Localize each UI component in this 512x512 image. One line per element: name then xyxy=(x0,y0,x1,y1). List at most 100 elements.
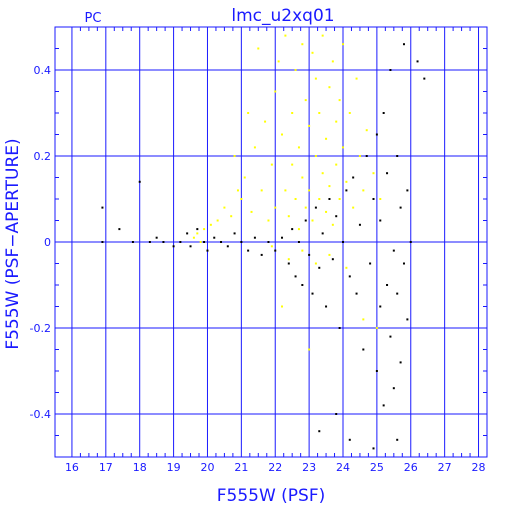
data-point xyxy=(423,77,426,80)
x-tick-label: 26 xyxy=(404,461,418,474)
data-point xyxy=(331,60,334,63)
data-point xyxy=(325,305,328,308)
data-point xyxy=(233,232,236,235)
data-point xyxy=(253,236,256,239)
y-tick-label: 0 xyxy=(44,236,51,249)
data-point xyxy=(386,284,389,286)
x-tick-label: 17 xyxy=(99,461,113,474)
data-point xyxy=(281,133,284,136)
data-point xyxy=(375,133,378,136)
data-point xyxy=(396,438,399,441)
data-point xyxy=(389,335,392,338)
y-tick-label: -0.2 xyxy=(30,322,51,335)
data-point xyxy=(314,155,317,157)
data-point xyxy=(314,206,317,209)
data-point xyxy=(314,77,317,80)
data-point xyxy=(162,241,165,243)
data-point xyxy=(287,258,290,261)
data-point xyxy=(335,120,338,123)
data-point xyxy=(375,370,378,372)
data-point xyxy=(328,86,331,89)
data-point xyxy=(172,245,175,248)
data-point xyxy=(206,249,209,252)
data-point xyxy=(267,241,270,243)
data-point xyxy=(342,241,344,243)
data-point xyxy=(386,172,389,175)
data-point xyxy=(179,241,182,243)
data-point xyxy=(274,206,277,209)
data-point xyxy=(267,219,270,222)
data-point xyxy=(253,146,256,149)
data-point xyxy=(131,241,134,243)
data-point xyxy=(314,262,317,265)
data-point xyxy=(216,219,219,222)
data-point xyxy=(379,198,382,200)
data-point xyxy=(291,112,294,114)
data-point xyxy=(233,155,236,157)
x-tick-label: 25 xyxy=(370,461,384,474)
data-point xyxy=(311,219,314,222)
data-point xyxy=(240,198,243,200)
x-tick-label: 18 xyxy=(133,461,147,474)
data-point xyxy=(318,198,321,200)
data-point xyxy=(213,236,216,239)
x-tick-label: 23 xyxy=(302,461,316,474)
data-point xyxy=(277,60,280,63)
data-point xyxy=(416,60,419,63)
data-point xyxy=(148,241,151,243)
data-point xyxy=(264,120,267,123)
data-point xyxy=(274,90,277,93)
data-point xyxy=(203,228,206,231)
data-point xyxy=(328,185,331,188)
data-point xyxy=(362,189,365,192)
data-point xyxy=(247,112,250,114)
chart-title: lmc_u2xq01 xyxy=(231,6,334,26)
data-point xyxy=(321,232,324,235)
data-point xyxy=(325,137,328,140)
y-tick-label: 0.2 xyxy=(34,150,52,163)
data-point xyxy=(270,245,273,248)
data-point xyxy=(260,189,263,192)
data-point xyxy=(284,34,287,37)
data-point xyxy=(196,232,199,235)
data-point xyxy=(189,245,192,248)
data-point xyxy=(352,176,355,179)
data-point xyxy=(338,198,341,200)
data-point xyxy=(297,146,300,149)
data-point xyxy=(352,206,355,209)
data-point xyxy=(342,146,344,149)
data-point xyxy=(118,228,121,231)
data-point xyxy=(342,43,344,46)
data-point xyxy=(304,219,307,222)
data-point xyxy=(379,219,382,222)
data-point xyxy=(257,47,260,50)
data-point xyxy=(301,284,304,286)
x-tick-label: 22 xyxy=(268,461,282,474)
data-point xyxy=(396,155,399,157)
data-point xyxy=(250,210,253,213)
data-point xyxy=(402,262,405,265)
x-tick-label: 27 xyxy=(438,461,452,474)
data-point xyxy=(297,228,300,231)
data-point xyxy=(281,305,284,308)
data-point xyxy=(402,43,405,46)
grid xyxy=(55,27,487,457)
data-point xyxy=(348,112,351,114)
data-point xyxy=(399,361,402,364)
data-point xyxy=(355,292,358,295)
x-tick-label: 24 xyxy=(336,461,350,474)
data-point xyxy=(406,189,409,192)
data-point xyxy=(304,99,307,102)
camera-label: PC xyxy=(85,11,102,26)
data-point xyxy=(345,266,348,269)
data-point xyxy=(230,215,233,218)
data-point xyxy=(199,241,202,243)
data-point xyxy=(396,292,399,295)
data-point xyxy=(325,210,328,213)
data-point xyxy=(223,206,226,209)
data-point xyxy=(209,223,212,226)
data-point xyxy=(101,206,104,209)
data-point xyxy=(294,275,297,278)
x-tick-label: 21 xyxy=(234,461,248,474)
